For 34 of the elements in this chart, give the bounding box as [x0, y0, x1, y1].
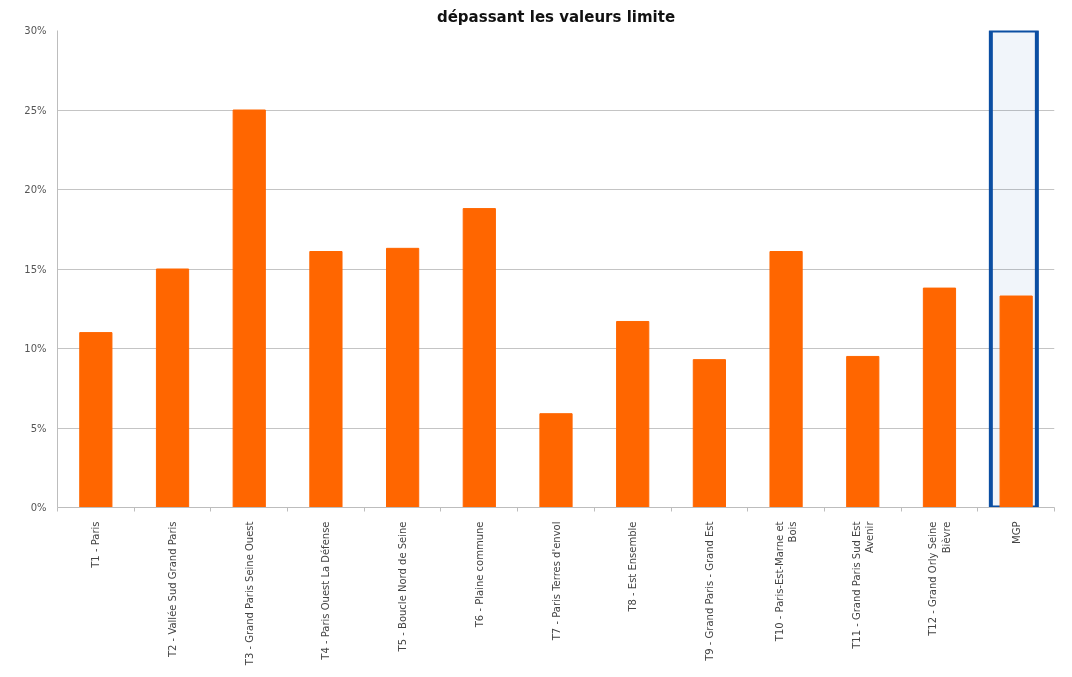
x-tick-label: T9 - Grand Paris - Grand Est: [703, 521, 715, 662]
x-tick-label: T1 - Paris: [90, 521, 102, 569]
x-tick-label: T6 - Plaine commune: [473, 521, 485, 629]
x-tick-label: T12 - Grand Orly Seine Bièvre: [927, 521, 952, 637]
x-tick-label: T3 - Grand Paris Seine Ouest: [243, 521, 255, 667]
y-tick-label: 0%: [30, 502, 47, 513]
y-tick-label: 10%: [24, 343, 47, 354]
x-tick-label: T7 - Paris Terres d'envol: [550, 521, 562, 642]
bar: [846, 355, 880, 508]
y-tick-label: 15%: [24, 263, 47, 275]
bar: [539, 413, 573, 508]
bar: [232, 109, 266, 508]
bar: [922, 287, 957, 508]
x-tick-label: T11 - Grand Paris Sud Est Avenir: [850, 520, 875, 650]
bar: [616, 320, 650, 508]
x-tick-label: T2 - Vallée Sud Grand Paris: [167, 521, 179, 659]
bar: [692, 359, 726, 508]
chart-title: dépassant les valeurs limite: [436, 7, 676, 26]
x-tick-label: T4 - Paris Ouest La Défense: [320, 521, 332, 661]
bar: [155, 268, 190, 508]
bar: [309, 251, 343, 508]
x-tick-label: MGP: [1010, 521, 1022, 544]
y-tick-label: 5%: [30, 422, 47, 434]
y-tick-label: 30%: [24, 25, 47, 36]
bar: [769, 251, 803, 508]
bar: [386, 247, 420, 508]
x-tick-label: T8 - Est Ensemble: [627, 521, 639, 613]
bar: [79, 332, 113, 508]
y-tick-label: 20%: [24, 184, 47, 195]
bar: [462, 208, 496, 508]
x-tick-label: T10 - Paris-Est-Marne et Bois: [773, 521, 799, 643]
bar: [999, 295, 1033, 508]
x-tick-label: T5 - Boucle Nord de Seine: [397, 521, 409, 653]
y-tick-label: 25%: [24, 104, 47, 116]
